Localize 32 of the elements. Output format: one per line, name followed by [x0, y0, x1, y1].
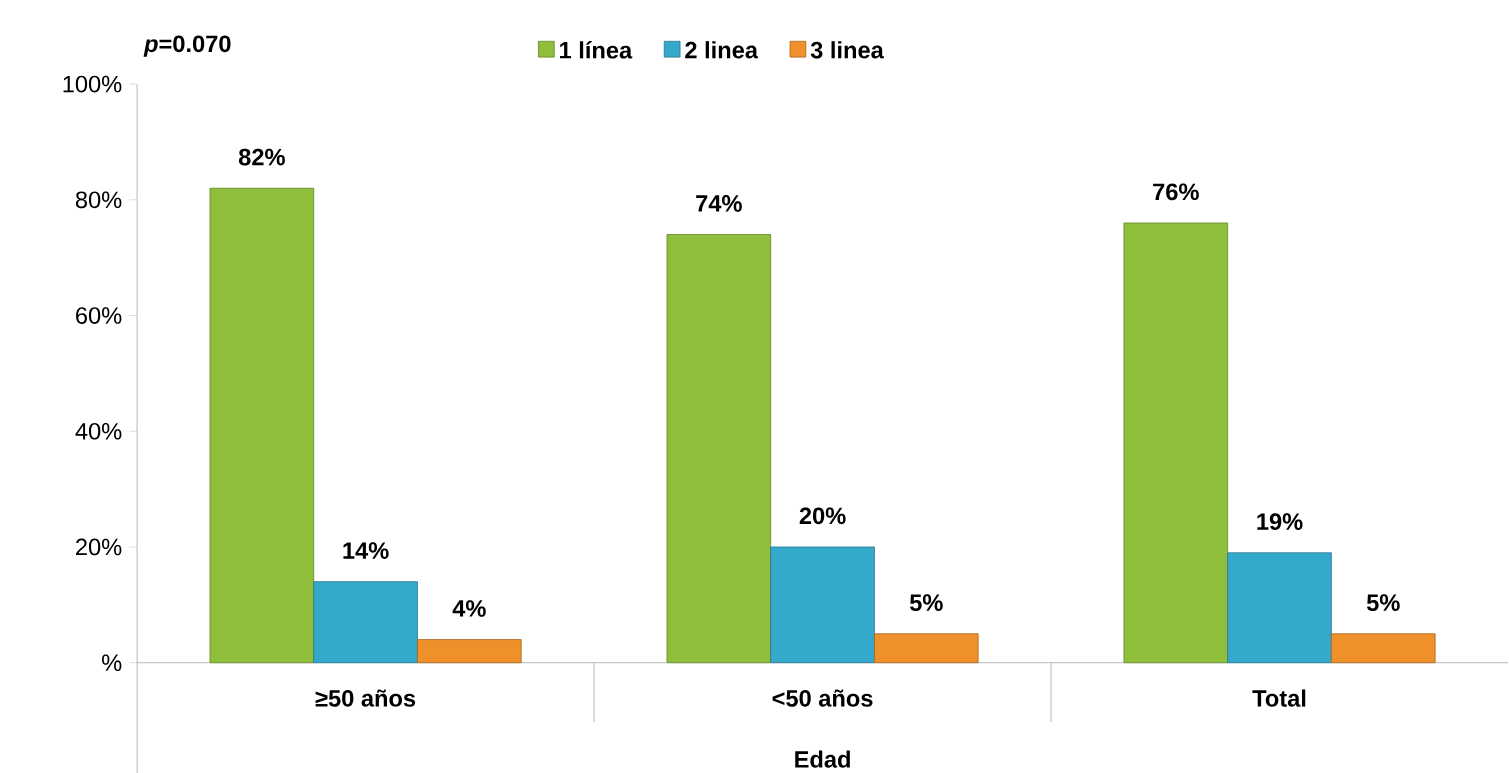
y-tick-label: 80% — [75, 191, 122, 208]
x-tick-label: ≥50 años — [315, 689, 416, 707]
y-tick-label: % — [102, 654, 122, 671]
bar — [313, 581, 418, 663]
bar — [209, 187, 315, 663]
data-label: 82% — [238, 148, 285, 166]
bar — [666, 233, 772, 663]
bar — [1227, 552, 1332, 663]
data-label: 76% — [1153, 183, 1199, 200]
y-tick-label: 60% — [76, 306, 122, 324]
data-label: 5% — [1366, 594, 1400, 611]
data-label: 74% — [696, 194, 742, 212]
data-label: 14% — [343, 542, 389, 559]
data-label: 20% — [799, 507, 846, 524]
x-tick-label: <50 años — [772, 689, 873, 707]
bar — [770, 546, 875, 663]
legend-label: 2 linea — [685, 40, 759, 59]
bar — [1331, 633, 1436, 663]
legend-label: 1 línea — [560, 40, 633, 59]
y-tick-label: 40% — [75, 422, 122, 440]
data-label: 19% — [1257, 513, 1303, 530]
x-tick-label: Total — [1252, 689, 1306, 707]
data-label: 4% — [452, 599, 486, 617]
bar — [1123, 222, 1229, 663]
y-tick-label: 20% — [76, 538, 122, 556]
bar — [874, 633, 979, 663]
legend-label: 3 linea — [810, 40, 884, 59]
data-label: 5% — [909, 594, 943, 611]
text: p=0.070 — [143, 35, 231, 57]
bar — [417, 638, 522, 663]
y-tick-label: 100% — [63, 75, 122, 93]
x-axis-title: Edad — [795, 750, 850, 768]
